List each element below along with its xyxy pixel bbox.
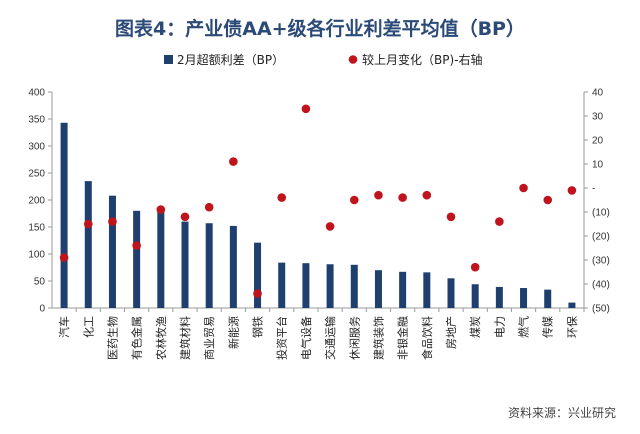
point xyxy=(470,262,480,272)
right-tick-label: (20) xyxy=(592,232,610,243)
category-label: 农林牧渔 xyxy=(154,316,168,360)
left-tick-label: 200 xyxy=(28,196,45,207)
point xyxy=(229,157,238,166)
category-label: 煤炭 xyxy=(469,316,482,338)
category-label: 建筑材料 xyxy=(178,316,192,360)
bar xyxy=(447,278,455,308)
point xyxy=(422,190,432,200)
right-tick-label: (50) xyxy=(592,304,610,315)
bar xyxy=(108,195,116,308)
left-tick-label: 400 xyxy=(28,88,45,99)
right-tick-label: 30 xyxy=(592,112,604,123)
bar xyxy=(471,284,479,308)
left-tick-label: 300 xyxy=(28,142,45,153)
point xyxy=(156,205,166,214)
right-tick-label: 40 xyxy=(592,88,604,99)
left-tick-label: 250 xyxy=(28,169,45,180)
point xyxy=(277,193,287,202)
category-label: 非银金融 xyxy=(396,316,410,360)
point xyxy=(567,186,577,195)
point xyxy=(108,217,117,226)
bar xyxy=(302,263,310,308)
bar xyxy=(229,225,237,308)
point xyxy=(398,193,407,202)
category-label: 医药生物 xyxy=(105,316,119,360)
chart-title: 图表4：产业债AA+级各行业利差平均值（BP） xyxy=(115,18,525,40)
point xyxy=(180,212,190,222)
bar xyxy=(157,210,165,308)
point xyxy=(83,219,93,229)
point xyxy=(59,253,69,262)
right-tick-label: 10 xyxy=(592,160,604,171)
category-label: 食品饮料 xyxy=(420,316,434,360)
category-label: 房地产 xyxy=(444,316,458,349)
point xyxy=(446,212,456,222)
point xyxy=(543,195,553,205)
point xyxy=(495,217,504,226)
category-label: 休闲服务 xyxy=(347,316,361,360)
left-tick-label: 100 xyxy=(28,250,45,261)
category-label: 汽车 xyxy=(57,316,71,338)
category-label: 有色金属 xyxy=(130,316,144,360)
left-tick-label: 50 xyxy=(34,277,46,288)
bar xyxy=(133,210,141,308)
point xyxy=(374,190,383,200)
point xyxy=(349,195,359,205)
legend-swatch-bar xyxy=(164,55,173,64)
bar xyxy=(60,122,68,308)
bar xyxy=(520,288,528,308)
left-tick-label: 0 xyxy=(39,304,45,315)
point xyxy=(204,202,214,212)
bar xyxy=(495,286,503,308)
bar xyxy=(84,181,92,308)
bar xyxy=(254,242,262,308)
category-label: 化工 xyxy=(81,316,95,338)
legend-label-bar: 2月超额利差（BP） xyxy=(177,52,284,67)
left-tick-label: 350 xyxy=(28,115,45,126)
right-tick-label: 20 xyxy=(592,136,604,147)
category-label: 商业贸易 xyxy=(202,316,216,360)
point xyxy=(301,104,311,114)
bar xyxy=(544,289,552,308)
bar xyxy=(568,302,576,308)
bar xyxy=(399,271,407,308)
right-tick-label: - xyxy=(592,184,595,195)
point xyxy=(325,222,335,231)
right-tick-label: (30) xyxy=(592,256,610,267)
source-note: 资料来源：兴业研究 xyxy=(507,406,616,420)
category-label: 建筑装饰 xyxy=(371,316,385,360)
category-label: 投资平台 xyxy=(275,316,289,360)
point xyxy=(519,183,528,193)
bar xyxy=(350,264,358,308)
bar xyxy=(278,262,286,308)
legend-label-point: 较上月变化（BP)-右轴 xyxy=(362,52,482,67)
category-label: 电力 xyxy=(493,316,506,338)
category-label: 新能源 xyxy=(226,316,240,349)
left-tick-label: 150 xyxy=(28,223,45,234)
category-label: 交通运输 xyxy=(323,316,337,360)
legend-swatch-point xyxy=(348,55,358,64)
bar xyxy=(374,270,382,308)
bar xyxy=(326,264,334,308)
category-label: 环保 xyxy=(565,316,579,338)
category-label: 钢铁 xyxy=(252,316,265,338)
bar xyxy=(205,223,213,308)
point xyxy=(132,241,141,250)
bar xyxy=(181,221,189,308)
category-label: 燃气 xyxy=(517,316,531,338)
bar xyxy=(423,272,431,308)
category-label: 电气设备 xyxy=(299,316,313,360)
right-tick-label: (40) xyxy=(592,280,610,291)
right-tick-label: (10) xyxy=(592,208,610,219)
category-label: 传媒 xyxy=(542,316,555,338)
point xyxy=(253,289,262,298)
